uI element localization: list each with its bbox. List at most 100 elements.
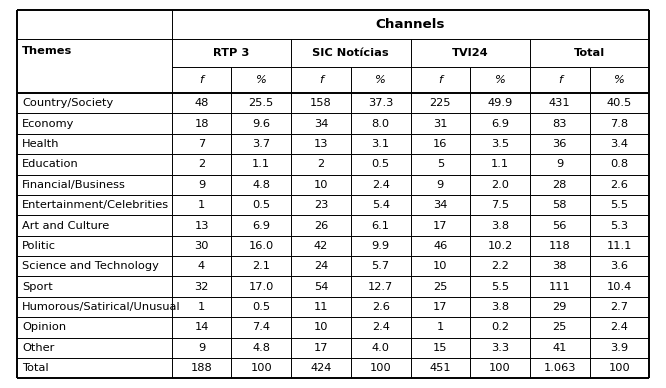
Text: 25.5: 25.5 [248, 98, 274, 108]
Text: Politic: Politic [22, 241, 56, 251]
Text: 2.6: 2.6 [611, 180, 629, 190]
Text: 3.6: 3.6 [611, 261, 629, 271]
Text: 431: 431 [549, 98, 571, 108]
Text: 424: 424 [310, 363, 332, 373]
Text: 118: 118 [549, 241, 571, 251]
Text: 2.4: 2.4 [372, 180, 390, 190]
Text: Country/Society: Country/Society [22, 98, 113, 108]
Text: Science and Technology: Science and Technology [22, 261, 159, 271]
Text: 188: 188 [190, 363, 212, 373]
Text: 14: 14 [194, 322, 208, 333]
Text: 3.5: 3.5 [491, 139, 509, 149]
Text: 17: 17 [314, 343, 328, 353]
Text: 7: 7 [198, 139, 205, 149]
Text: 3.8: 3.8 [491, 220, 509, 230]
Text: RTP 3: RTP 3 [213, 48, 250, 58]
Text: 1.1: 1.1 [252, 159, 270, 170]
Text: 13: 13 [194, 220, 208, 230]
Text: 1: 1 [437, 322, 444, 333]
Text: 46: 46 [434, 241, 448, 251]
Text: 111: 111 [549, 282, 571, 292]
Text: 4: 4 [198, 261, 205, 271]
Text: 3.3: 3.3 [491, 343, 509, 353]
Text: 2.4: 2.4 [372, 322, 390, 333]
Text: 100: 100 [609, 363, 631, 373]
Text: 7.4: 7.4 [252, 322, 270, 333]
Text: 5.5: 5.5 [491, 282, 509, 292]
Text: %: % [614, 75, 625, 85]
Text: 0.5: 0.5 [372, 159, 390, 170]
Text: Themes: Themes [22, 47, 72, 56]
Text: f: f [438, 75, 442, 85]
Text: Other: Other [22, 343, 55, 353]
Text: Entertainment/Celebrities: Entertainment/Celebrities [22, 200, 169, 210]
Text: 1.063: 1.063 [543, 363, 576, 373]
Text: 16: 16 [433, 139, 448, 149]
Text: 9: 9 [556, 159, 563, 170]
Text: 49.9: 49.9 [488, 98, 513, 108]
Text: 41: 41 [553, 343, 567, 353]
Text: 9.9: 9.9 [372, 241, 390, 251]
Text: 17: 17 [433, 220, 448, 230]
Text: 2.4: 2.4 [611, 322, 629, 333]
Text: 2.1: 2.1 [252, 261, 270, 271]
Text: f: f [200, 75, 204, 85]
Text: Opinion: Opinion [22, 322, 66, 333]
Text: 18: 18 [194, 119, 208, 129]
Text: 13: 13 [314, 139, 328, 149]
Text: 9: 9 [198, 180, 205, 190]
Text: 37.3: 37.3 [368, 98, 394, 108]
Text: 7.8: 7.8 [611, 119, 629, 129]
Text: %: % [375, 75, 386, 85]
Text: 25: 25 [433, 282, 448, 292]
Text: Total: Total [22, 363, 49, 373]
Text: 8.0: 8.0 [372, 119, 390, 129]
Text: f: f [558, 75, 562, 85]
Text: 5.4: 5.4 [372, 200, 390, 210]
Text: Total: Total [574, 48, 605, 58]
Text: 1: 1 [198, 200, 205, 210]
Text: 3.1: 3.1 [372, 139, 390, 149]
Text: 17: 17 [433, 302, 448, 312]
Text: 2.6: 2.6 [372, 302, 390, 312]
Text: 25: 25 [553, 322, 567, 333]
Text: 2: 2 [198, 159, 205, 170]
Text: 7.5: 7.5 [491, 200, 509, 210]
Text: 3.8: 3.8 [491, 302, 509, 312]
Text: 5.5: 5.5 [611, 200, 629, 210]
Text: 2.2: 2.2 [491, 261, 509, 271]
Text: 2.0: 2.0 [491, 180, 509, 190]
Text: %: % [495, 75, 505, 85]
Text: 9.6: 9.6 [252, 119, 270, 129]
Text: 100: 100 [490, 363, 511, 373]
Text: 10: 10 [314, 322, 328, 333]
Text: 36: 36 [553, 139, 567, 149]
Text: 225: 225 [430, 98, 451, 108]
Text: 10.2: 10.2 [488, 241, 513, 251]
Text: 11: 11 [314, 302, 328, 312]
Text: 5.7: 5.7 [372, 261, 390, 271]
Text: 0.2: 0.2 [491, 322, 509, 333]
Text: Education: Education [22, 159, 79, 170]
Text: 2.7: 2.7 [611, 302, 629, 312]
Text: 1: 1 [198, 302, 205, 312]
Text: 15: 15 [433, 343, 448, 353]
Text: 56: 56 [553, 220, 567, 230]
Text: 6.1: 6.1 [372, 220, 390, 230]
Text: 17.0: 17.0 [248, 282, 274, 292]
Text: 54: 54 [314, 282, 328, 292]
Text: 0.5: 0.5 [252, 200, 270, 210]
Text: 4.8: 4.8 [252, 343, 270, 353]
Text: 0.8: 0.8 [611, 159, 629, 170]
Text: 5.3: 5.3 [611, 220, 629, 230]
Text: 10: 10 [314, 180, 328, 190]
Text: 100: 100 [370, 363, 392, 373]
Text: Economy: Economy [22, 119, 75, 129]
Text: 3.4: 3.4 [611, 139, 629, 149]
Text: 26: 26 [314, 220, 328, 230]
Text: %: % [256, 75, 266, 85]
Text: 23: 23 [314, 200, 328, 210]
Text: 9: 9 [437, 180, 444, 190]
Text: 451: 451 [430, 363, 451, 373]
Text: Sport: Sport [22, 282, 53, 292]
